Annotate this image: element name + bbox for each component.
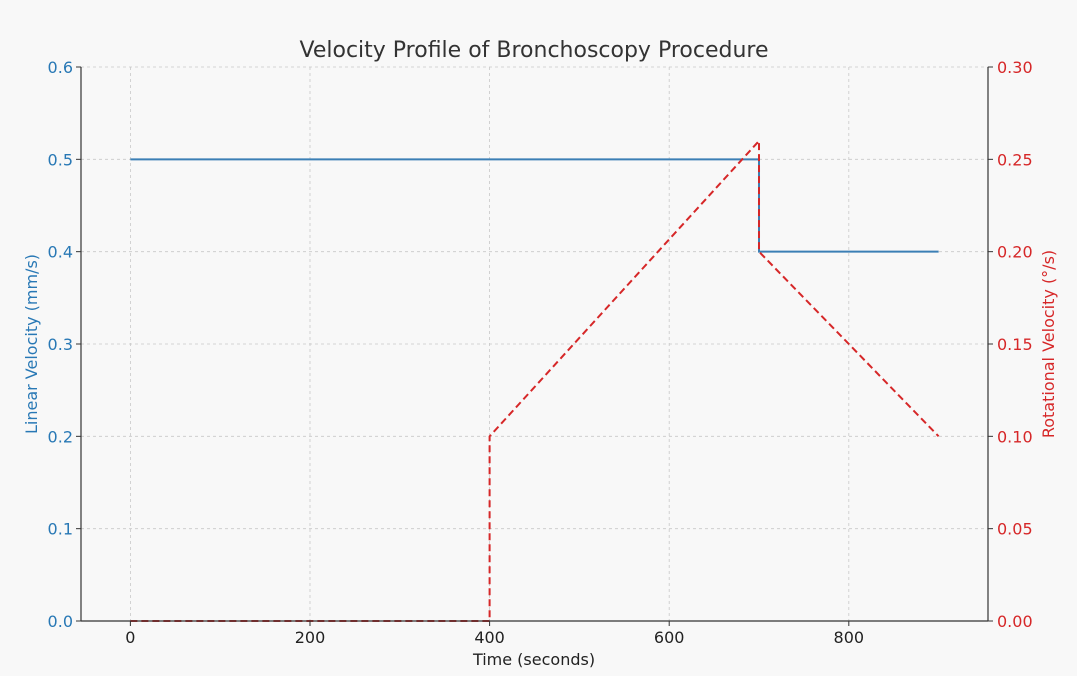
x-axis-label: Time (seconds) [472, 650, 595, 669]
y-ticks-right: 0.00 0.05 0.10 0.15 0.20 0.25 0.30 [988, 58, 1033, 631]
y-tick-label-left: 0.0 [48, 612, 73, 631]
x-tick-label: 800 [834, 628, 865, 647]
y-tick-label-left: 0.4 [48, 243, 73, 262]
x-ticks: 0 200 400 600 800 [125, 621, 864, 647]
y-axis-label-left: Linear Velocity (mm/s) [22, 254, 41, 434]
y-tick-label-right: 0.00 [997, 612, 1033, 631]
y-ticks-left: 0.0 0.1 0.2 0.3 0.4 0.5 0.6 [48, 58, 81, 631]
linear-velocity-line [130, 158, 939, 253]
x-tick-label: 0 [125, 628, 135, 647]
y-tick-label-left: 0.6 [48, 58, 73, 77]
y-tick-label-left: 0.1 [48, 520, 73, 539]
y-tick-label-right: 0.15 [997, 335, 1033, 354]
chart-title: Velocity Profile of Bronchoscopy Procedu… [300, 38, 769, 63]
y-tick-label-left: 0.2 [48, 427, 73, 446]
y-tick-label-left: 0.5 [48, 150, 73, 169]
y-tick-label-right: 0.30 [997, 58, 1033, 77]
y-tick-label-right: 0.25 [997, 150, 1033, 169]
y-tick-label-left: 0.3 [48, 335, 73, 354]
x-tick-label: 200 [295, 628, 326, 647]
y-tick-label-right: 0.10 [997, 427, 1033, 446]
x-tick-label: 400 [474, 628, 505, 647]
x-tick-label: 600 [654, 628, 685, 647]
y-tick-label-right: 0.05 [997, 520, 1033, 539]
y-tick-label-right: 0.20 [997, 243, 1033, 262]
y-axis-label-right: Rotational Velocity (°/s) [1039, 250, 1058, 438]
